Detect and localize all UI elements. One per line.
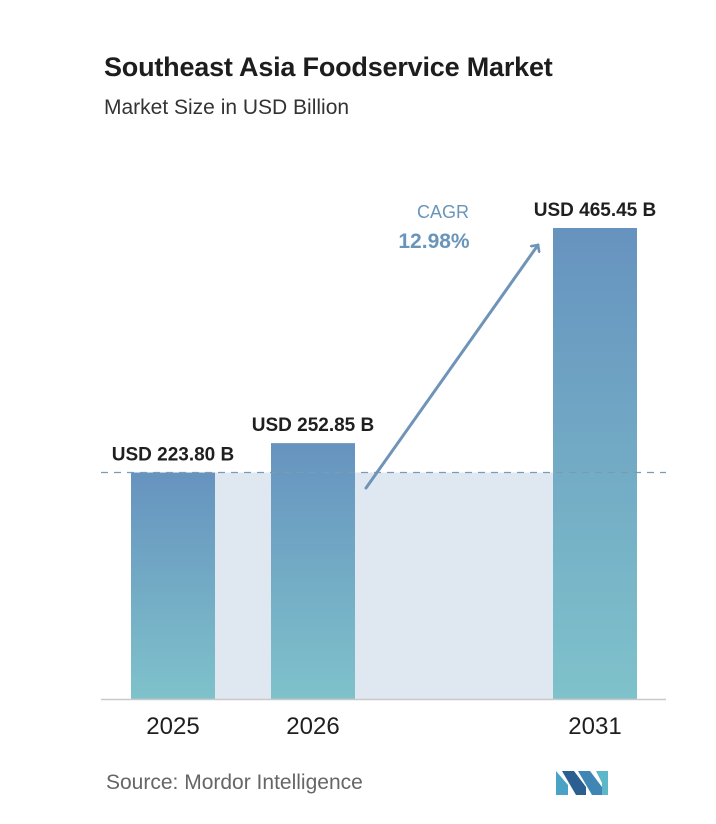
x-tick-label-2026: 2026 xyxy=(286,713,339,740)
cagr-label: CAGR xyxy=(417,202,469,222)
data-label-2025: USD 223.80 B xyxy=(112,445,235,466)
bar-2026 xyxy=(271,443,355,699)
bar-2031 xyxy=(553,228,637,699)
data-label-2026: USD 252.85 B xyxy=(252,415,375,436)
data-label-2031: USD 465.45 B xyxy=(534,200,657,221)
x-tick-label-2031: 2031 xyxy=(568,713,621,740)
source-text: Source: Mordor Intelligence xyxy=(106,771,363,794)
cagr-value: 12.98% xyxy=(398,230,470,253)
chart-title: Southeast Asia Foodservice Market xyxy=(104,52,553,82)
cagr-arrow xyxy=(364,243,538,490)
mordor-intelligence-logo-icon xyxy=(556,771,608,795)
bar-2025 xyxy=(131,472,215,699)
chart-subtitle: Market Size in USD Billion xyxy=(104,96,350,119)
x-tick-label-2025: 2025 xyxy=(146,713,199,740)
